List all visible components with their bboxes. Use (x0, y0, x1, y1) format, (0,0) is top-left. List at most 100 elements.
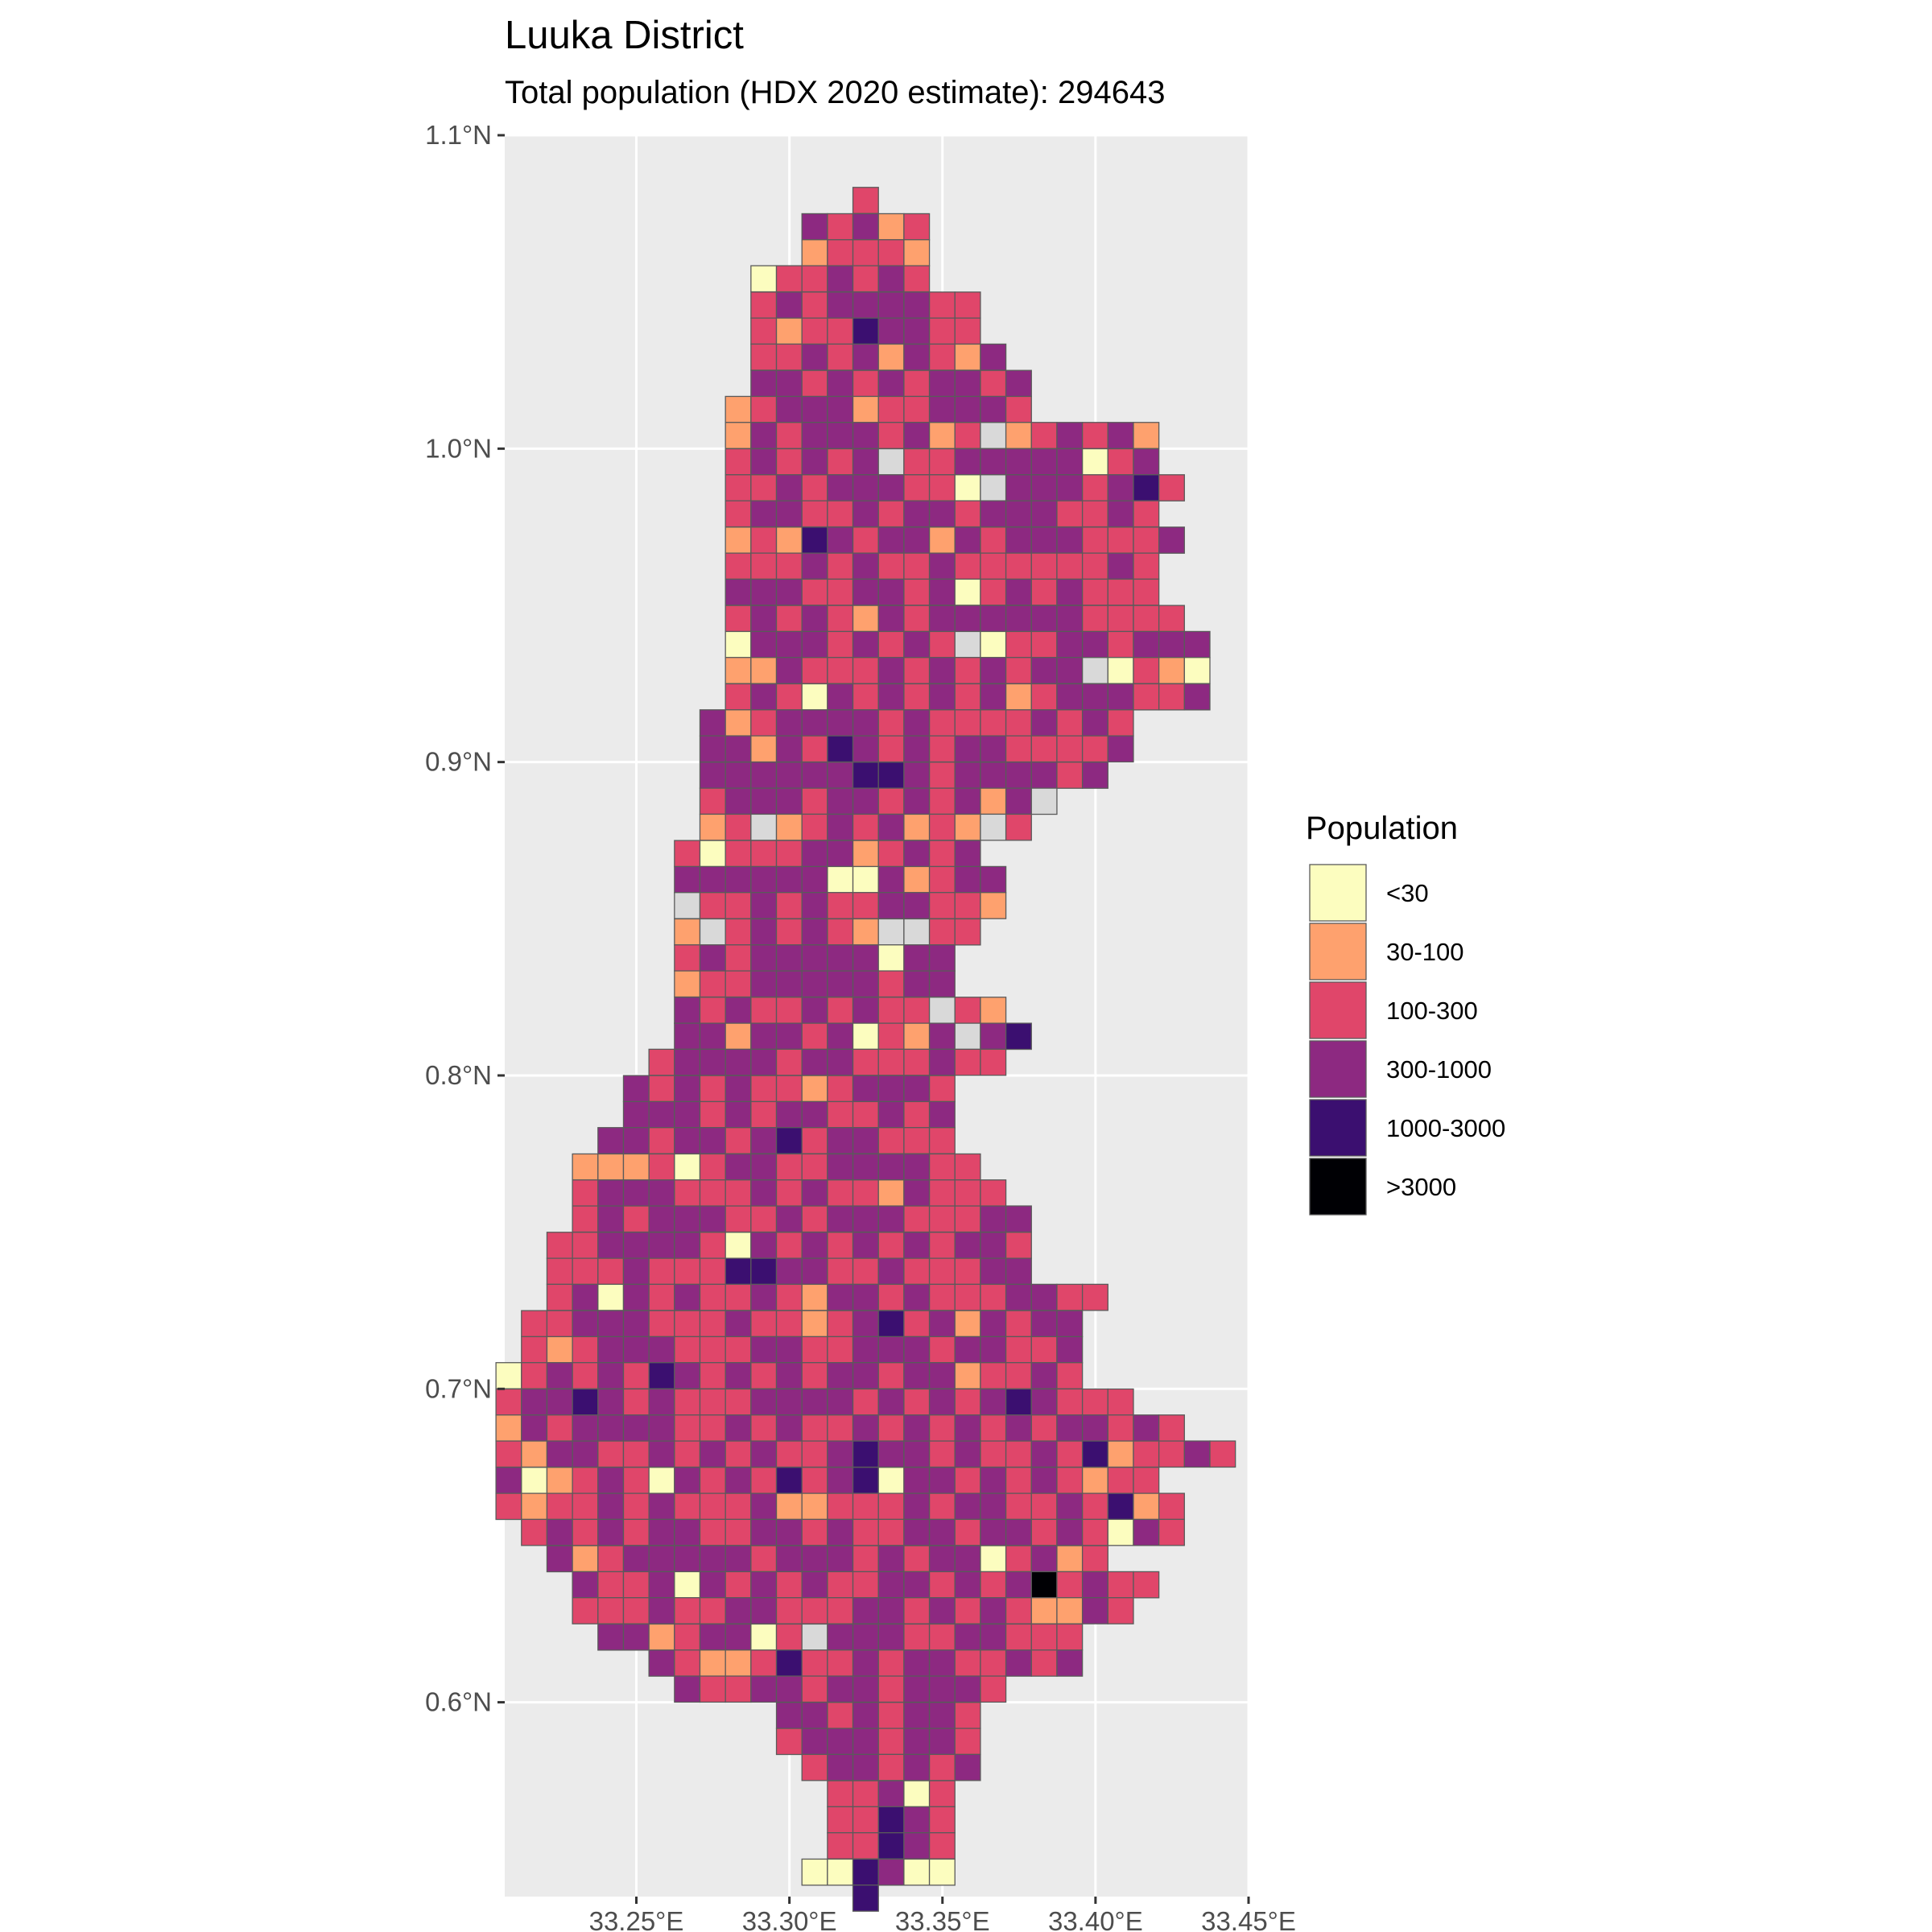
population-cell (1030, 735, 1058, 763)
population-cell (648, 1048, 675, 1076)
population-cell (1030, 762, 1058, 789)
population-cell (852, 605, 879, 633)
population-cell (1030, 1414, 1058, 1442)
population-cell (852, 1571, 879, 1599)
population-cell (1030, 578, 1058, 606)
population-cell (674, 1257, 701, 1286)
population-cell (1081, 1492, 1108, 1521)
population-cell (827, 787, 854, 815)
population-cell (674, 1440, 701, 1468)
population-cell (903, 787, 931, 815)
population-cell (1005, 448, 1032, 476)
population-cell (903, 1702, 931, 1729)
population-cell (852, 369, 879, 398)
population-cell (801, 1728, 828, 1756)
population-cell (1081, 683, 1108, 711)
population-cell (801, 448, 828, 476)
population-cell (674, 1597, 701, 1624)
population-cell (546, 1257, 573, 1286)
population-cell (1005, 474, 1032, 502)
y-tick-label: 1.1°N (425, 120, 492, 150)
population-cell (1005, 787, 1032, 815)
population-cell (1056, 1283, 1084, 1311)
population-cell (928, 317, 956, 345)
population-cell (750, 265, 778, 293)
population-cell (750, 369, 778, 398)
population-cell (928, 840, 956, 868)
population-cell (877, 1492, 905, 1521)
population-cell (827, 1702, 854, 1729)
population-cell (597, 1597, 625, 1624)
population-cell (572, 1467, 599, 1494)
population-cell (827, 1806, 854, 1834)
population-cell (1081, 1440, 1108, 1468)
population-cell (928, 1388, 956, 1416)
population-cell (877, 1858, 905, 1886)
population-cell (801, 1597, 828, 1624)
population-cell (980, 735, 1007, 763)
population-cell (648, 1492, 675, 1521)
population-cell (546, 1414, 573, 1442)
population-cell (903, 1728, 931, 1756)
population-cell (980, 1048, 1007, 1076)
population-cell (1005, 1623, 1032, 1651)
population-cell (877, 1832, 905, 1860)
population-cell (877, 683, 905, 711)
population-cell (1056, 1571, 1084, 1599)
population-cell (903, 526, 931, 554)
population-cell (724, 1075, 752, 1103)
population-cell (980, 395, 1007, 423)
population-cell (877, 762, 905, 789)
population-cell (775, 1649, 803, 1677)
population-cell (980, 343, 1007, 371)
population-cell (903, 735, 931, 763)
population-cell (801, 892, 828, 919)
population-cell (852, 343, 879, 371)
population-cell (775, 1545, 803, 1573)
population-cell (750, 683, 778, 711)
population-cell (877, 865, 905, 894)
population-cell (980, 630, 1007, 658)
population-cell (877, 1205, 905, 1233)
population-cell (1056, 500, 1084, 528)
population-cell (1107, 1518, 1134, 1546)
population-cell (877, 892, 905, 919)
population-cell (674, 1571, 701, 1599)
population-cell (980, 762, 1007, 789)
population-cell (903, 1571, 931, 1599)
population-cell (750, 657, 778, 684)
population-cell (724, 840, 752, 868)
population-cell (648, 1440, 675, 1468)
population-cell (572, 1362, 599, 1389)
population-cell (827, 813, 854, 841)
population-cell (775, 1022, 803, 1051)
population-cell (801, 474, 828, 502)
population-cell (928, 1753, 956, 1781)
population-cell (980, 1310, 1007, 1338)
population-cell (954, 997, 981, 1024)
population-cell (954, 343, 981, 371)
population-cell (852, 1623, 879, 1651)
population-cell (1030, 630, 1058, 658)
population-cell (724, 1623, 752, 1651)
population-cell (597, 1153, 625, 1181)
population-cell (750, 1022, 778, 1051)
legend-label: <30 (1386, 879, 1429, 907)
population-cell (750, 1335, 778, 1364)
population-cell (954, 1467, 981, 1494)
population-cell (827, 1179, 854, 1207)
population-cell (903, 840, 931, 868)
population-cell (622, 1335, 650, 1364)
population-cell (877, 1545, 905, 1573)
population-cell (1005, 552, 1032, 580)
population-cell (852, 578, 879, 606)
population-cell (724, 1153, 752, 1181)
population-cell (980, 865, 1007, 894)
population-cell (699, 1335, 726, 1364)
population-cell (877, 578, 905, 606)
population-cell (750, 1467, 778, 1494)
population-cell (903, 1832, 931, 1860)
population-cell (1005, 1205, 1032, 1233)
population-cell (775, 474, 803, 502)
population-cell (1107, 709, 1134, 737)
